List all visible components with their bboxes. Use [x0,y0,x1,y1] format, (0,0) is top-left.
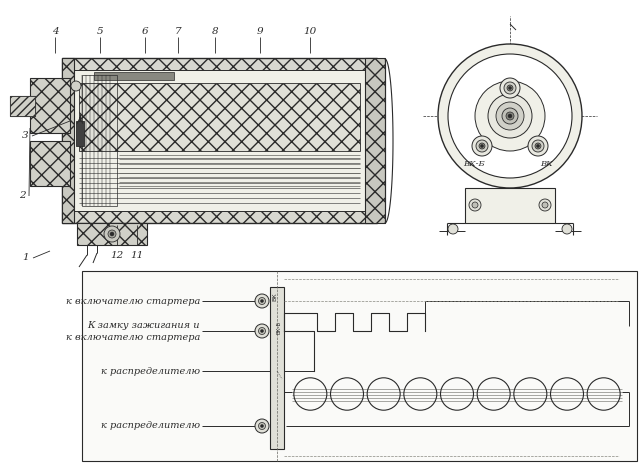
Bar [82,271,637,461]
Circle shape [528,136,548,156]
Bar [79,83,360,151]
Circle shape [502,108,518,124]
Circle shape [108,230,116,238]
Circle shape [469,199,481,211]
Circle shape [500,78,520,98]
Circle shape [504,82,516,94]
Text: к распределителю: к распределителю [101,366,200,375]
Text: 4: 4 [52,27,59,36]
Circle shape [562,224,572,234]
Circle shape [261,300,263,302]
Circle shape [475,81,545,151]
Bar [77,223,147,245]
Bar [82,75,117,206]
Circle shape [506,112,514,120]
Circle shape [488,94,532,138]
Circle shape [255,294,269,308]
Text: 5: 5 [97,27,103,36]
Text: ВК: ВК [540,160,553,168]
Text: 3: 3 [22,131,28,140]
Text: 11: 11 [130,251,144,260]
Bar [270,287,284,449]
Circle shape [438,44,582,188]
Bar [62,58,377,223]
Circle shape [258,422,265,430]
Bar [94,72,174,80]
Bar [465,188,555,223]
Ellipse shape [93,127,105,135]
Text: 6: 6 [142,27,148,36]
Circle shape [261,330,263,333]
Bar [30,141,70,186]
Circle shape [472,136,492,156]
Text: к включателю стартера: к включателю стартера [66,297,200,306]
Circle shape [448,54,572,178]
Text: 2: 2 [19,192,25,201]
Text: 7: 7 [175,27,182,36]
Text: к включателю стартера: к включателю стартера [66,333,200,342]
Circle shape [535,143,541,149]
Circle shape [509,87,511,89]
Circle shape [536,145,540,147]
Text: ВК: ВК [272,292,277,301]
Text: ВК-Б: ВК-Б [277,320,282,333]
Circle shape [532,140,544,152]
Circle shape [507,85,513,91]
Circle shape [258,327,265,334]
Circle shape [480,145,484,147]
Circle shape [71,81,81,91]
Circle shape [476,140,488,152]
Bar [10,96,35,116]
Bar [365,58,385,223]
Circle shape [261,424,263,428]
Circle shape [542,202,548,208]
Circle shape [110,232,114,236]
Text: 12: 12 [110,251,124,260]
Circle shape [255,419,269,433]
Circle shape [496,102,524,130]
Text: 10: 10 [303,27,317,36]
Text: К замку зажигания и: К замку зажигания и [88,322,200,331]
Text: 8: 8 [212,27,218,36]
Circle shape [255,324,269,338]
Text: к распределителю: к распределителю [101,422,200,430]
Text: 1: 1 [23,253,30,262]
Circle shape [508,114,512,118]
Text: ВК-Б: ВК-Б [463,160,485,168]
Circle shape [258,298,265,304]
Circle shape [479,143,485,149]
Bar [30,78,70,133]
Circle shape [104,226,120,242]
Bar [76,121,84,146]
Circle shape [472,202,478,208]
Bar [62,58,74,223]
Bar [10,96,35,116]
Circle shape [448,224,458,234]
Text: 9: 9 [257,27,263,36]
Bar [74,70,365,211]
Circle shape [539,199,551,211]
